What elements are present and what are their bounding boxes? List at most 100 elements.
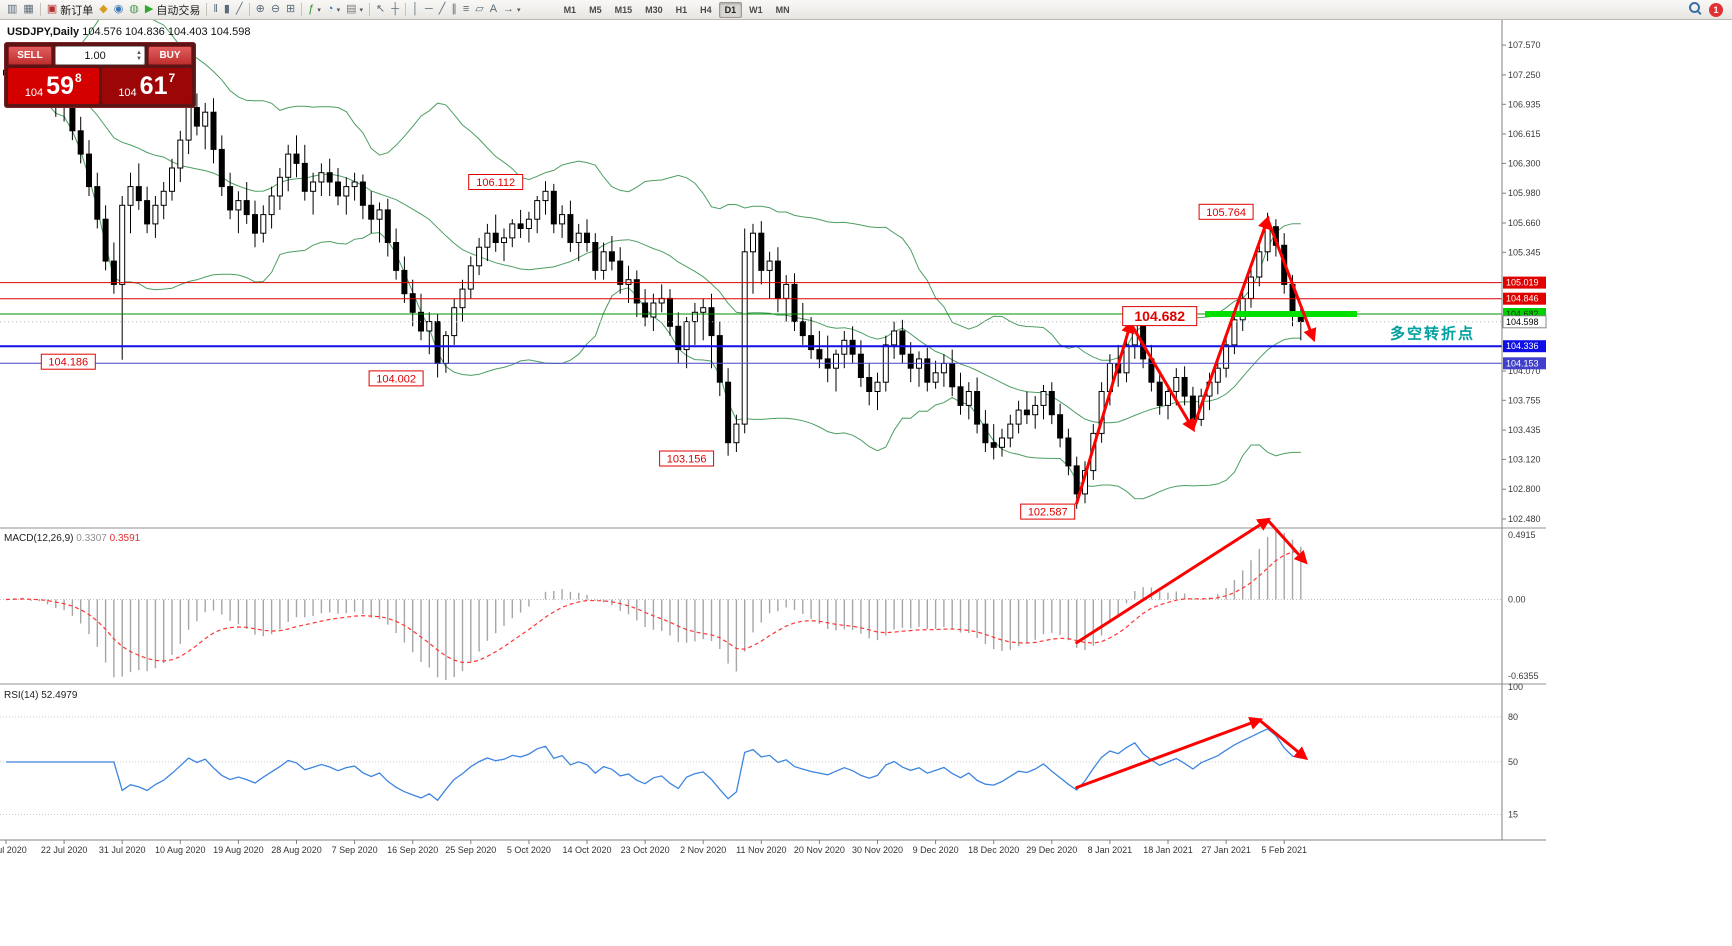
svg-text:106.615: 106.615 (1508, 129, 1541, 139)
svg-text:7 Sep 2020: 7 Sep 2020 (332, 845, 378, 855)
periods-button[interactable]: ◔ ▾ (324, 1, 343, 18)
line-chart-mode-button[interactable]: ╱ (233, 1, 246, 18)
macd-panel: MACD(12,26,9) 0.3307 0.3591 0.4915 0.00 -0.… (0, 517, 1546, 681)
svg-text:-0.6355: -0.6355 (1508, 671, 1539, 681)
svg-text:104.682: 104.682 (1506, 309, 1539, 319)
crosshair-button[interactable]: ┼ (388, 1, 402, 18)
svg-text:102.587: 102.587 (1028, 507, 1068, 519)
trendline-button[interactable]: ╱ (436, 1, 449, 18)
svg-text:0.00: 0.00 (1508, 595, 1526, 605)
svg-text:20 Nov 2020: 20 Nov 2020 (794, 845, 845, 855)
fibonacci-icon: ≡ (462, 3, 470, 15)
note-text[interactable]: 多空转折点 (1390, 324, 1475, 342)
magnifier-icon (1689, 1, 1701, 14)
timeframe-d1[interactable]: D1 (718, 1, 743, 18)
macd-signal-line (5, 550, 1301, 664)
autotrading-icon: ▶ (144, 3, 154, 15)
volume-input[interactable] (56, 48, 135, 63)
svg-text:106.112: 106.112 (476, 177, 515, 189)
svg-text:105.345: 105.345 (1508, 247, 1541, 257)
horizontal-line-icon: ─ (424, 3, 433, 15)
chart-title: USDJPY,Daily 104.576 104.836 104.403 104… (7, 26, 250, 38)
sell-button[interactable]: SELL (8, 46, 52, 65)
svg-text:102.800: 102.800 (1508, 484, 1541, 494)
svg-text:11 Nov 2020: 11 Nov 2020 (736, 845, 786, 855)
svg-text:50: 50 (1508, 757, 1518, 767)
chart-profiles-button[interactable]: ▦ (20, 1, 36, 18)
new-chart-button[interactable]: ▥ (4, 1, 20, 18)
autotrading-button[interactable]: ▶ 自动交易 (142, 1, 203, 18)
tile-windows-icon: ⊞ (286, 3, 296, 15)
shapes-button[interactable]: ▱ (472, 1, 486, 18)
zoom-in-button[interactable]: ⊕ (253, 1, 268, 18)
price-axis[interactable]: 107.570 107.250 106.935 106.615 106.300 105.9… (1501, 20, 1547, 840)
svg-text:105.019: 105.019 (1506, 278, 1539, 288)
horizontal-level-lines[interactable] (0, 282, 1502, 364)
community-button[interactable]: ◍ (126, 1, 142, 18)
timeframe-m5[interactable]: M5 (589, 4, 602, 15)
toolbar-separator (301, 3, 303, 16)
timeframe-w1[interactable]: W1 (749, 4, 763, 15)
equidistant-channel-icon: ∥ (451, 3, 457, 15)
metaeditor-icon: ◆ (99, 3, 108, 15)
trend-arrows[interactable] (1075, 215, 1317, 505)
toolbar-separator (405, 3, 407, 16)
buy-price[interactable]: 104 61 7 (101, 68, 192, 104)
sell-price[interactable]: 104 59 8 (8, 68, 99, 104)
candles-layer (3, 51, 1304, 509)
svg-text:100: 100 (1508, 682, 1523, 692)
toolbar-separator (39, 3, 41, 16)
metaeditor-button[interactable]: ◆ (96, 1, 110, 18)
horizontal-line-button[interactable]: ─ (422, 1, 436, 18)
buy-button[interactable]: BUY (148, 46, 192, 65)
timeframe-h1[interactable]: H1 (675, 4, 688, 15)
toolbar-separator (369, 3, 370, 16)
vertical-line-button[interactable]: │ (409, 1, 422, 18)
buy-price-sup: 7 (168, 71, 176, 85)
arrow-tools-button[interactable]: → ▾ (500, 1, 524, 18)
fibonacci-button[interactable]: ≡ (460, 1, 472, 18)
templates-button[interactable]: ▤ ▾ (343, 1, 366, 18)
volume-spinner[interactable]: ▲ ▼ (134, 50, 144, 62)
candlestick-mode-icon: ▮ (223, 3, 230, 15)
timeframe-m1[interactable]: M1 (563, 4, 577, 15)
indicators-button[interactable]: ƒ ▾ (305, 1, 324, 18)
timeframe-m30[interactable]: M30 (645, 4, 663, 15)
volume-field[interactable]: ▲▼ (55, 46, 145, 65)
candlestick-mode-button[interactable]: ▮ (221, 1, 233, 18)
buy-price-big: 61 (139, 72, 168, 100)
shapes-icon: ▱ (475, 3, 484, 15)
rsi-line (6, 728, 1301, 802)
bar-chart-mode-button[interactable]: ǁ (210, 1, 221, 18)
svg-text:19 Aug 2020: 19 Aug 2020 (213, 845, 264, 855)
tile-windows-button[interactable]: ⊞ (283, 1, 298, 18)
equidistant-channel-button[interactable]: ∥ (448, 1, 460, 18)
timeframe-mn[interactable]: MN (775, 4, 790, 15)
zoom-in-icon: ⊕ (255, 3, 265, 15)
timeframe-h4[interactable]: H4 (700, 4, 712, 15)
svg-text:104.598: 104.598 (1506, 317, 1539, 327)
notification-badge[interactable]: 1 (1709, 2, 1723, 17)
cursor-button[interactable]: ↖ (373, 1, 388, 18)
new-order-label: 新订单 (60, 4, 94, 17)
svg-text:107.570: 107.570 (1508, 40, 1541, 50)
timeframe-bar: M1 M5 M15 M30 H1 H4 D1 W1 MN (558, 1, 796, 18)
svg-text:2 Nov 2020: 2 Nov 2020 (680, 845, 726, 855)
crosshair-icon: ┼ (391, 3, 400, 15)
timeframe-m15[interactable]: M15 (614, 4, 633, 15)
date-axis[interactable]: 3 Jul 2020 22 Jul 2020 31 Jul 2020 10 Aug 2… (0, 839, 1546, 855)
templates-icon: ▤ (346, 3, 357, 15)
market-watch-icon: ◉ (113, 3, 124, 15)
rsi-label: RSI(14) 52.4979 (4, 690, 78, 701)
spinner-down-icon[interactable]: ▼ (136, 55, 142, 62)
zoom-out-button[interactable]: ⊖ (268, 1, 283, 18)
market-watch-button[interactable]: ◉ (111, 1, 127, 18)
swing-price-labels[interactable]: 106.112 105.764 104.682 104.186 104.002 103.1… (40, 174, 1254, 520)
text-button[interactable]: A (487, 1, 500, 18)
search-icon[interactable] (1689, 1, 1701, 19)
spinner-up-icon[interactable]: ▲ (136, 49, 142, 56)
indicators-icon: ƒ (308, 3, 315, 15)
new-order-button[interactable]: ▣ 新订单 (44, 1, 96, 18)
